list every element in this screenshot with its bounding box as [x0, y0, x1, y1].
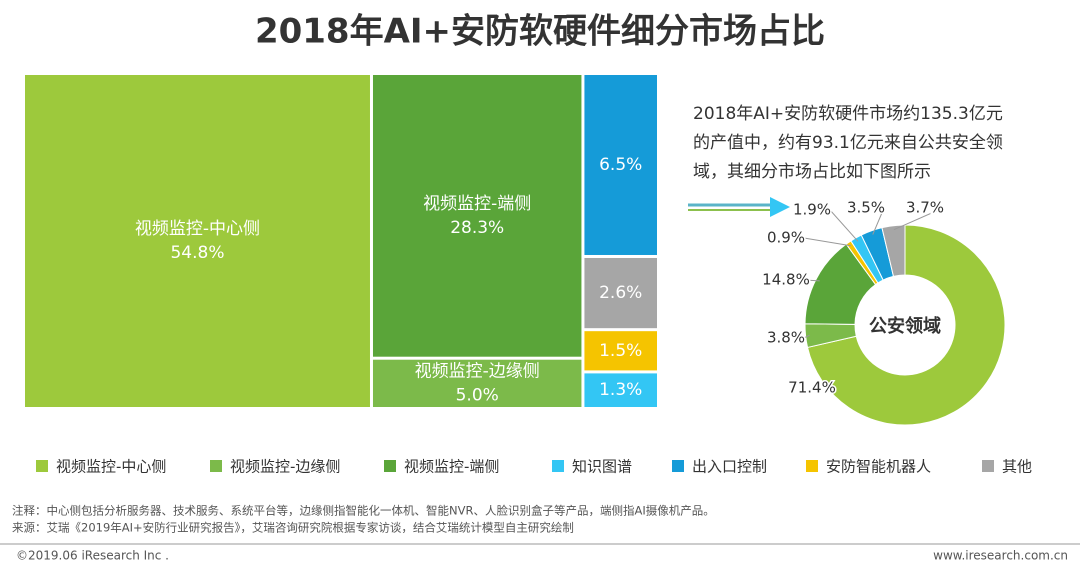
cell-value: 28.3%	[450, 218, 504, 238]
treemap-cell	[25, 75, 370, 407]
leader-line	[803, 279, 820, 282]
legend-label: 知识图谱	[572, 458, 632, 476]
cell-category: 视频监控-中心侧	[135, 219, 260, 239]
cell-value: 5.0%	[456, 385, 499, 405]
leader-line	[872, 207, 885, 235]
cell-value: 1.3%	[599, 380, 642, 400]
donut-slice	[806, 224, 1006, 426]
leader-line	[803, 334, 810, 339]
cell-value: 6.5%	[599, 155, 642, 175]
cell-category: 视频监控-边缘侧	[415, 361, 540, 381]
page-title: 2018年AI+安防软硬件细分市场占比	[255, 12, 825, 52]
note: 注释：中心侧包括分析服务器、技术服务、系统平台等，边缘侧指智能化一体机、智能NV…	[12, 504, 715, 518]
leader-line	[893, 207, 944, 231]
treemap-cell	[372, 359, 582, 407]
legend-swatch	[552, 460, 564, 472]
legend-label: 视频监控-端侧	[404, 458, 499, 476]
arrow	[688, 197, 790, 217]
slice-label: 1.9%	[793, 201, 831, 219]
copyright: ©2019.06 iResearch Inc .	[16, 549, 169, 563]
annotation-line: 2018年AI+安防软硬件市场约135.3亿元	[693, 104, 1003, 124]
leader-line	[803, 237, 851, 247]
legend-swatch	[806, 460, 818, 472]
donut-slice	[881, 224, 906, 277]
arrow-head	[770, 197, 790, 217]
donut-title: 公安领域	[869, 315, 941, 337]
slice-label: 0.9%	[767, 229, 805, 247]
cell-category: 视频监控-端侧	[423, 194, 531, 214]
cell-value: 54.8%	[170, 243, 224, 263]
treemap-cell	[584, 373, 657, 407]
cell-value: 1.5%	[599, 341, 642, 361]
treemap-cell	[584, 75, 657, 255]
treemap-cell	[372, 75, 582, 357]
slice-label: 3.8%	[767, 329, 805, 347]
legend-label: 安防智能机器人	[826, 458, 931, 476]
website: www.iresearch.com.cn	[933, 549, 1068, 563]
legend-swatch	[384, 460, 396, 472]
legend-swatch	[672, 460, 684, 472]
legend-label: 出入口控制	[692, 458, 767, 476]
leader-line	[829, 209, 859, 242]
legend-label: 视频监控-边缘侧	[230, 458, 340, 476]
legend-swatch	[36, 460, 48, 472]
source: 来源：艾瑞《2019年AI+安防行业研究报告》，艾瑞咨询研究院根据专家访谈，结合…	[12, 521, 574, 535]
legend-swatch	[982, 460, 994, 472]
annotation-line: 域，其细分市场占比如下图所示	[693, 162, 931, 182]
treemap-cell	[584, 331, 657, 371]
legend-label: 其他	[1002, 458, 1032, 476]
slice-label: 71.4%	[788, 379, 836, 397]
slice-label: 14.8%	[762, 271, 810, 289]
legend-label: 视频监控-中心侧	[56, 458, 166, 476]
slice-label: 3.7%	[906, 199, 944, 217]
legend-swatch	[210, 460, 222, 472]
cell-value: 2.6%	[599, 283, 642, 303]
treemap-cell	[584, 257, 657, 329]
slice-label: 3.5%	[847, 199, 885, 217]
annotation-line: 的产值中，约有93.1亿元来自公共安全领	[693, 133, 1003, 153]
